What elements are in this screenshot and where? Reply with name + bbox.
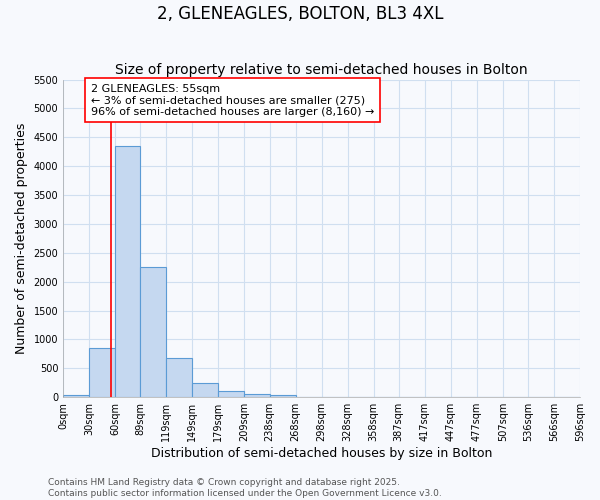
Bar bbox=[244, 394, 269, 397]
Bar bbox=[218, 392, 244, 397]
X-axis label: Distribution of semi-detached houses by size in Bolton: Distribution of semi-detached houses by … bbox=[151, 447, 492, 460]
Bar bbox=[115, 146, 140, 397]
Bar bbox=[193, 383, 218, 397]
Text: 2 GLENEAGLES: 55sqm
← 3% of semi-detached houses are smaller (275)
96% of semi-d: 2 GLENEAGLES: 55sqm ← 3% of semi-detache… bbox=[91, 84, 374, 117]
Bar bbox=[140, 268, 166, 397]
Bar bbox=[166, 358, 193, 397]
Text: Contains HM Land Registry data © Crown copyright and database right 2025.
Contai: Contains HM Land Registry data © Crown c… bbox=[48, 478, 442, 498]
Y-axis label: Number of semi-detached properties: Number of semi-detached properties bbox=[15, 122, 28, 354]
Bar bbox=[63, 396, 89, 397]
Bar bbox=[89, 348, 115, 397]
Text: 2, GLENEAGLES, BOLTON, BL3 4XL: 2, GLENEAGLES, BOLTON, BL3 4XL bbox=[157, 5, 443, 23]
Bar bbox=[269, 396, 296, 397]
Bar bbox=[296, 396, 322, 397]
Title: Size of property relative to semi-detached houses in Bolton: Size of property relative to semi-detach… bbox=[115, 63, 528, 77]
